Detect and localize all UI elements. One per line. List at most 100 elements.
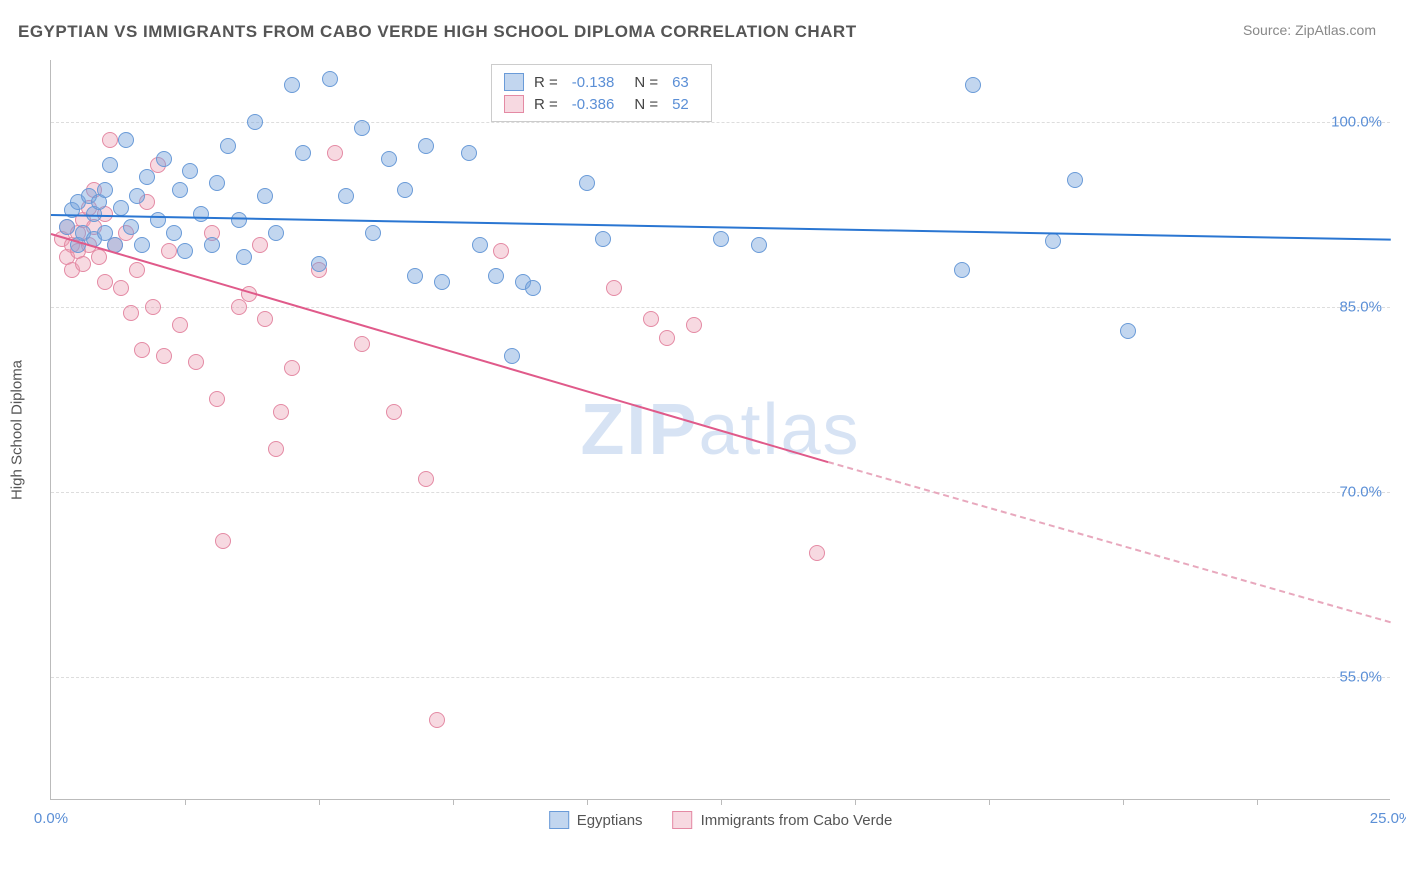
scatter-point-b xyxy=(643,311,659,327)
correlation-legend: R =-0.138N =63R =-0.386N =52 xyxy=(491,64,712,122)
x-tick-mark xyxy=(453,799,454,805)
scatter-point-a xyxy=(397,182,413,198)
source-attribution: Source: ZipAtlas.com xyxy=(1243,22,1376,38)
scatter-point-a xyxy=(139,169,155,185)
scatter-point-a xyxy=(118,132,134,148)
scatter-point-a xyxy=(713,231,729,247)
scatter-point-b xyxy=(327,145,343,161)
scatter-point-b xyxy=(75,256,91,272)
scatter-point-b xyxy=(215,533,231,549)
scatter-point-a xyxy=(182,163,198,179)
y-axis-label: High School Diploma xyxy=(9,359,26,499)
r-value: -0.386 xyxy=(568,96,625,113)
legend-swatch xyxy=(673,811,693,829)
scatter-point-b xyxy=(102,132,118,148)
legend-swatch xyxy=(504,95,524,113)
scatter-point-a xyxy=(166,225,182,241)
scatter-point-b xyxy=(809,545,825,561)
x-tick-label: 25.0% xyxy=(1370,810,1406,827)
legend-label: Egyptians xyxy=(577,812,643,829)
gridline xyxy=(51,307,1390,308)
scatter-point-a xyxy=(177,243,193,259)
scatter-point-b xyxy=(161,243,177,259)
n-value: 63 xyxy=(668,74,699,91)
scatter-point-b xyxy=(659,330,675,346)
scatter-point-a xyxy=(209,175,225,191)
scatter-point-a xyxy=(220,138,236,154)
scatter-point-b xyxy=(686,317,702,333)
scatter-point-b xyxy=(386,404,402,420)
scatter-point-b xyxy=(123,305,139,321)
scatter-point-a xyxy=(134,237,150,253)
legend-swatch xyxy=(504,73,524,91)
scatter-point-b xyxy=(284,360,300,376)
scatter-point-b xyxy=(209,391,225,407)
scatter-point-a xyxy=(1120,323,1136,339)
chart-title: EGYPTIAN VS IMMIGRANTS FROM CABO VERDE H… xyxy=(18,22,857,42)
x-tick-mark xyxy=(1257,799,1258,805)
scatter-point-a xyxy=(751,237,767,253)
scatter-point-a xyxy=(193,206,209,222)
scatter-point-b xyxy=(113,280,129,296)
scatter-point-a xyxy=(354,120,370,136)
scatter-point-b xyxy=(188,354,204,370)
legend-row: R =-0.138N =63 xyxy=(504,71,699,93)
scatter-point-a xyxy=(156,151,172,167)
scatter-point-a xyxy=(381,151,397,167)
scatter-point-a xyxy=(257,188,273,204)
scatter-point-a xyxy=(231,212,247,228)
gridline xyxy=(51,492,1390,493)
x-tick-label: 0.0% xyxy=(34,810,68,827)
scatter-point-a xyxy=(204,237,220,253)
x-tick-mark xyxy=(185,799,186,805)
y-tick-label: 100.0% xyxy=(1331,113,1382,130)
gridline xyxy=(51,677,1390,678)
scatter-point-a xyxy=(97,182,113,198)
scatter-point-b xyxy=(493,243,509,259)
series-legend: Egyptians Immigrants from Cabo Verde xyxy=(549,811,893,829)
scatter-point-a xyxy=(113,200,129,216)
y-tick-label: 85.0% xyxy=(1339,298,1382,315)
scatter-point-a xyxy=(150,212,166,228)
scatter-point-b xyxy=(418,471,434,487)
scatter-point-a xyxy=(407,268,423,284)
scatter-point-b xyxy=(273,404,289,420)
scatter-point-b xyxy=(97,274,113,290)
x-tick-mark xyxy=(319,799,320,805)
scatter-point-a xyxy=(268,225,284,241)
legend-item: Immigrants from Cabo Verde xyxy=(673,811,893,829)
scatter-point-a xyxy=(461,145,477,161)
legend-item: Egyptians xyxy=(549,811,643,829)
scatter-point-a xyxy=(579,175,595,191)
scatter-point-a xyxy=(525,280,541,296)
scatter-point-a xyxy=(472,237,488,253)
x-tick-mark xyxy=(721,799,722,805)
scatter-point-a xyxy=(954,262,970,278)
scatter-point-a xyxy=(129,188,145,204)
r-label: R = xyxy=(534,96,558,113)
scatter-point-a xyxy=(365,225,381,241)
scatter-point-a xyxy=(595,231,611,247)
chart-plot-area: High School Diploma ZIPatlas R =-0.138N … xyxy=(50,60,1390,800)
scatter-point-a xyxy=(338,188,354,204)
n-value: 52 xyxy=(668,96,699,113)
y-tick-label: 70.0% xyxy=(1339,483,1382,500)
y-tick-label: 55.0% xyxy=(1339,668,1382,685)
scatter-point-a xyxy=(1067,172,1083,188)
scatter-point-b xyxy=(606,280,622,296)
scatter-point-a xyxy=(123,219,139,235)
scatter-point-a xyxy=(284,77,300,93)
scatter-point-a xyxy=(236,249,252,265)
scatter-point-b xyxy=(91,249,107,265)
scatter-point-a xyxy=(965,77,981,93)
scatter-point-b xyxy=(172,317,188,333)
scatter-point-a xyxy=(434,274,450,290)
scatter-point-b xyxy=(252,237,268,253)
scatter-point-b xyxy=(257,311,273,327)
scatter-point-b xyxy=(145,299,161,315)
n-label: N = xyxy=(634,96,658,113)
scatter-point-a xyxy=(1045,233,1061,249)
scatter-point-a xyxy=(504,348,520,364)
n-label: N = xyxy=(634,74,658,91)
scatter-point-a xyxy=(59,219,75,235)
